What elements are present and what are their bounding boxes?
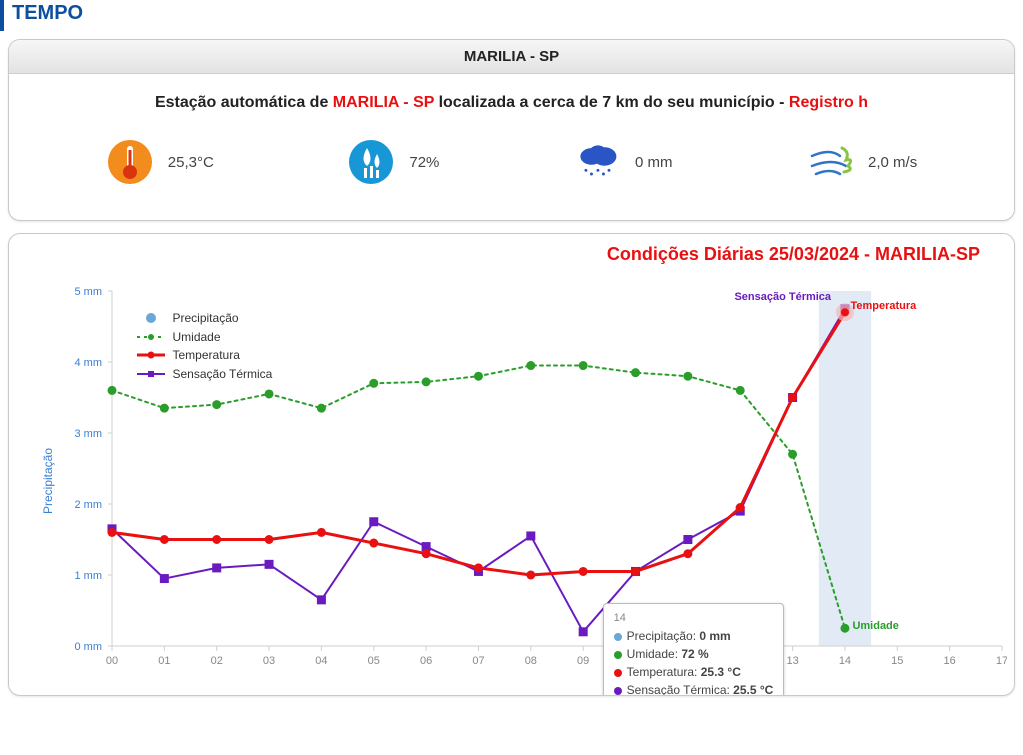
svg-text:02: 02 — [210, 655, 222, 667]
panel-header-city: MARILIA - SP — [9, 40, 1014, 74]
svg-text:17: 17 — [995, 655, 1006, 667]
tooltip-row: Temperatura: 25.3 °C — [614, 663, 774, 681]
svg-text:16: 16 — [943, 655, 955, 667]
humidity-icon — [347, 138, 395, 186]
svg-text:00: 00 — [105, 655, 117, 667]
svg-text:14: 14 — [838, 655, 850, 667]
chart-tooltip: 14Precipitação: 0 mmUmidade: 72 %Tempera… — [603, 603, 785, 696]
legend-item-thermal[interactable]: Sensação Térmica — [137, 365, 273, 384]
metric-temperature-value: 25,3°C — [168, 154, 214, 171]
metrics-row: 25,3°C 72% — [9, 116, 1014, 220]
station-description: Estação automática de MARILIA - SP local… — [9, 74, 1014, 116]
chart-title: Condições Diárias 25/03/2024 - MARILIA-S… — [13, 244, 1010, 265]
station-middle: localizada a cerca de 7 km do seu municí… — [434, 94, 789, 111]
station-panel: MARILIA - SP Estação automática de MARIL… — [8, 39, 1015, 221]
svg-text:04: 04 — [315, 655, 327, 667]
chart-area[interactable]: Precipitação 0 mm 1 mm 2 mm 3 mm 4 mm 5 mm 00 0… — [17, 271, 1007, 691]
metric-precip: 0 mm — [573, 138, 673, 186]
tooltip-row: Umidade: 72 % — [614, 645, 774, 663]
thermometer-icon — [106, 138, 154, 186]
y-axis-label: Precipitação — [41, 448, 55, 514]
svg-text:3 mm: 3 mm — [74, 428, 102, 440]
station-suffix: Registro h — [789, 94, 868, 111]
legend-label: Sensação Térmica — [173, 365, 273, 384]
rain-icon — [573, 138, 621, 186]
page-title: TEMPO — [0, 0, 1023, 31]
metric-wind-value: 2,0 m/s — [868, 154, 917, 171]
series-callout: Temperatura — [850, 300, 916, 312]
metric-precip-value: 0 mm — [635, 154, 673, 171]
svg-text:0 mm: 0 mm — [74, 641, 102, 653]
legend-label: Precipitação — [173, 309, 239, 328]
svg-text:09: 09 — [577, 655, 589, 667]
svg-text:01: 01 — [158, 655, 170, 667]
tooltip-header: 14 — [614, 610, 774, 627]
metric-temperature: 25,3°C — [106, 138, 214, 186]
legend-item-humidity[interactable]: Umidade — [137, 328, 273, 347]
svg-text:13: 13 — [786, 655, 798, 667]
svg-text:06: 06 — [419, 655, 431, 667]
tooltip-row: Precipitação: 0 mm — [614, 627, 774, 645]
wind-icon — [806, 138, 854, 186]
metric-humidity: 72% — [347, 138, 439, 186]
svg-text:05: 05 — [367, 655, 379, 667]
station-city: MARILIA - SP — [333, 94, 434, 111]
legend-label: Temperatura — [173, 346, 240, 365]
svg-text:15: 15 — [891, 655, 903, 667]
svg-text:1 mm: 1 mm — [74, 570, 102, 582]
svg-text:08: 08 — [524, 655, 536, 667]
svg-text:03: 03 — [262, 655, 274, 667]
chart-legend: PrecipitaçãoUmidadeTemperaturaSensação T… — [137, 309, 273, 383]
tooltip-row: Sensação Térmica: 25.5 °C — [614, 681, 774, 696]
series-callout: Sensação Térmica — [734, 291, 831, 303]
station-prefix: Estação automática de — [155, 94, 333, 111]
metric-humidity-value: 72% — [409, 154, 439, 171]
series-callout: Umidade — [852, 620, 898, 632]
svg-text:07: 07 — [472, 655, 484, 667]
legend-item-temperature[interactable]: Temperatura — [137, 346, 273, 365]
legend-label: Umidade — [173, 328, 221, 347]
legend-item-precip[interactable]: Precipitação — [137, 309, 273, 328]
chart-panel: Condições Diárias 25/03/2024 - MARILIA-S… — [8, 233, 1015, 696]
metric-wind: 2,0 m/s — [806, 138, 917, 186]
svg-text:2 mm: 2 mm — [74, 499, 102, 511]
svg-text:5 mm: 5 mm — [74, 286, 102, 298]
svg-text:4 mm: 4 mm — [74, 357, 102, 369]
